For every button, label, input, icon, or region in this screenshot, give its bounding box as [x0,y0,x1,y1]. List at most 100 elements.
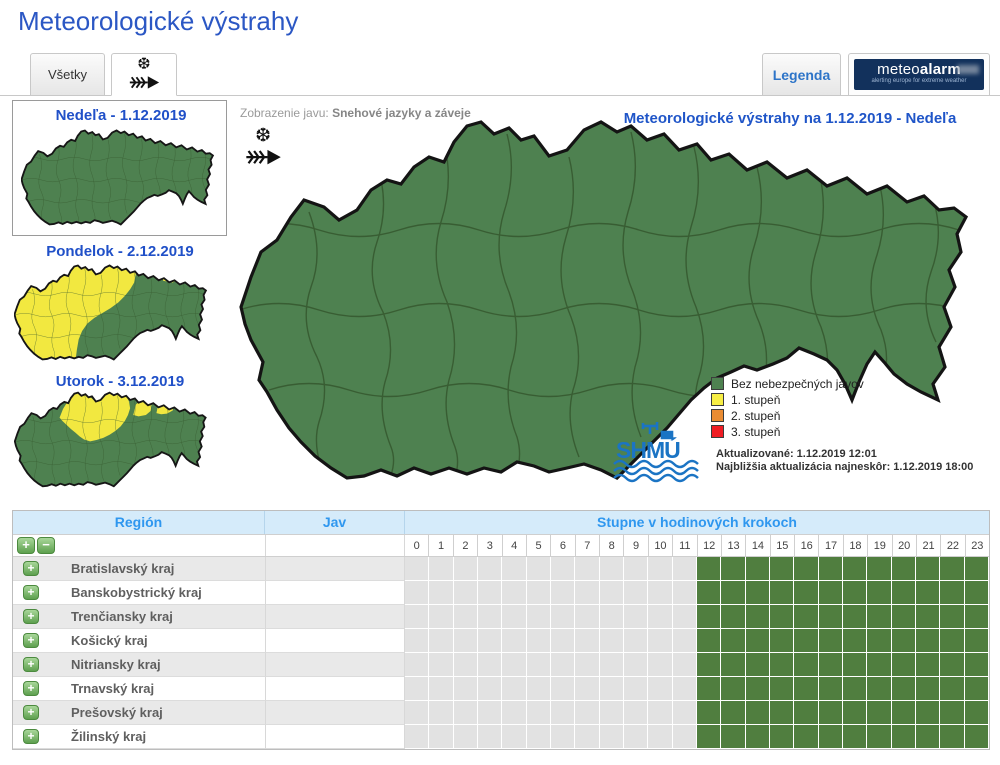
hour-cell-no-warning [721,653,746,677]
shmu-logo-text: SHMÚ [616,436,680,463]
snow-drift-icon-large: ❆ [243,124,283,168]
hour-cell-no-warning [842,701,868,725]
day-label-tuesday[interactable]: Utorok - 3.12.2019 [55,373,185,390]
hour-cell-no-warning [842,605,868,629]
hour-label: 11 [673,535,698,556]
expand-row-button[interactable]: + [23,681,39,696]
hour-label: 16 [795,535,820,556]
hour-cell-empty [550,581,576,605]
hour-cell-no-warning [867,605,892,629]
hour-cell-no-warning [891,653,916,677]
hour-cell-empty [550,605,576,629]
hour-cell-no-warning [915,629,941,653]
mini-map-tuesday[interactable] [14,390,212,490]
hour-cell-no-warning [745,605,770,629]
hour-cell-empty [575,605,600,629]
day-label-monday[interactable]: Pondelok - 2.12.2019 [46,243,194,260]
hour-label: 12 [698,535,722,556]
hour-cell-empty [429,677,454,701]
hour-cell-no-warning [818,725,843,749]
hour-cell-no-warning [745,581,770,605]
meteoalarm-tagline: alerting europe for extreme weather [871,78,967,84]
hour-cell-empty [575,653,600,677]
hour-label: 2 [454,535,479,556]
expand-row-button[interactable]: + [23,633,39,648]
expand-row-button[interactable]: + [23,561,39,576]
hour-cell-empty [623,581,649,605]
tab-all-warnings[interactable]: Všetky [30,53,105,96]
hour-cell-no-warning [891,581,916,605]
hour-cell-empty [453,701,478,725]
legend-button[interactable]: Legenda [762,53,841,96]
collapse-all-button[interactable]: − [37,537,55,554]
hour-label: 4 [503,535,527,556]
phenomenon-cell [265,653,405,677]
hour-cell-no-warning [721,629,746,653]
hour-cell-no-warning [818,581,843,605]
hour-cell-no-warning [867,581,892,605]
hour-cell-empty [477,605,503,629]
hour-cell-empty [623,629,649,653]
meteoalarm-logo-box: meteoalarm alerting europe for extreme w… [854,59,984,90]
hour-cell-no-warning [940,557,965,581]
shmu-logo: SHMÚ [610,420,706,484]
hour-cell-no-warning [842,557,868,581]
warnings-table: Región Jav Stupne v hodinových krokoch +… [12,510,990,750]
hour-cell-no-warning [891,605,916,629]
hour-label: 3 [478,535,503,556]
hour-cell-empty [672,701,697,725]
mini-map-monday[interactable] [14,260,212,366]
hour-cell-empty [648,701,673,725]
expand-row-button[interactable]: + [23,585,39,600]
table-header-row: Región Jav Stupne v hodinových krokoch [13,511,989,534]
day-selector-sunday[interactable]: Nedeľa - 1.12.2019 [12,100,227,236]
expand-row-button[interactable]: + [23,657,39,672]
hour-cell-empty [648,677,673,701]
hour-label: 23 [971,540,984,552]
hour-cell-no-warning [964,557,989,581]
expand-all-button[interactable]: + [17,537,35,554]
hour-cell-no-warning [940,653,965,677]
hour-cell-no-warning [818,605,843,629]
hour-cell-empty [599,725,624,749]
hour-cell-empty [477,581,503,605]
hour-cell-no-warning [721,557,746,581]
expand-row-button[interactable]: + [23,705,39,720]
hour-cell-no-warning [940,701,965,725]
hour-cell-empty [477,629,503,653]
svg-text:❆: ❆ [137,55,150,73]
hour-cell-empty [599,701,624,725]
hour-cell-no-warning [964,581,989,605]
page-title: Meteorologické výstrahy [18,6,299,36]
hour-cell-empty [599,605,624,629]
expand-row-button[interactable]: + [23,729,39,744]
hour-cell-no-warning [769,629,795,653]
hour-cell-empty [453,725,478,749]
hour-cell-empty [453,557,478,581]
hour-cell-empty [502,653,527,677]
table-row: + Nitriansky kraj [13,653,989,677]
map-title: Meteorologické výstrahy na 1.12.2019 - N… [623,110,957,127]
hour-cell-empty [599,581,624,605]
hour-cell-empty [453,653,478,677]
hour-cell-empty [526,629,551,653]
hour-cell-no-warning [964,605,989,629]
hour-cell-no-warning [721,605,746,629]
hour-cell-empty [502,725,527,749]
tab-snow-drifts[interactable]: ❆ [111,53,177,96]
hour-cell-no-warning [769,581,795,605]
hour-cell-no-warning [794,725,819,749]
table-row: + Žilinský kraj [13,725,989,749]
hour-cell-empty [550,701,576,725]
hour-cell-no-warning [964,653,989,677]
hour-cell-empty [648,653,673,677]
hour-cell-no-warning [745,677,770,701]
legend-color-swatch [711,377,724,390]
hour-cell-no-warning [940,629,965,653]
mini-map-sunday [21,129,214,226]
table-row: + Bratislavský kraj [13,557,989,581]
hour-cell-no-warning [940,677,965,701]
meteoalarm-logo[interactable]: meteoalarm alerting europe for extreme w… [848,53,990,96]
expand-row-button[interactable]: + [23,609,39,624]
meteoalarm-flag-smudge [957,65,979,74]
